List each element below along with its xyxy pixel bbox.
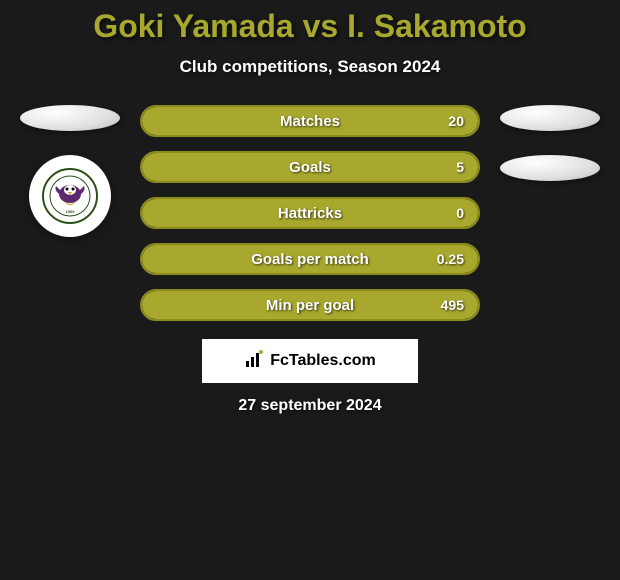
player-pill-left: [20, 105, 120, 131]
footer-date: 27 september 2024: [0, 397, 620, 415]
comparison-infographic: Goki Yamada vs I. Sakamoto Club competit…: [0, 0, 620, 415]
stat-bars: Matches 20 Goals 5 Hattricks 0 Goals per…: [140, 105, 480, 321]
stat-bar-matches: Matches 20: [140, 105, 480, 137]
stat-value: 20: [448, 113, 464, 129]
stats-area: 1969 Matches 20 Goals 5 Hattricks 0: [0, 105, 620, 321]
stat-bar-hattricks: Hattricks 0: [140, 197, 480, 229]
stat-label: Matches: [280, 113, 340, 130]
stat-label: Hattricks: [278, 205, 342, 222]
chart-bars-icon: [244, 349, 264, 374]
stat-bar-min-per-goal: Min per goal 495: [140, 289, 480, 321]
stat-value: 5: [456, 159, 464, 175]
stat-value: 495: [441, 297, 464, 313]
svg-text:1969: 1969: [66, 209, 76, 214]
brand-text: FcTables.com: [270, 352, 376, 370]
stat-bar-goals-per-match: Goals per match 0.25: [140, 243, 480, 275]
stat-value: 0.25: [437, 251, 464, 267]
stat-label: Goals per match: [251, 251, 369, 268]
left-player-col: 1969: [20, 105, 120, 237]
subtitle: Club competitions, Season 2024: [0, 57, 620, 77]
stat-value: 0: [456, 205, 464, 221]
stat-bar-goals: Goals 5: [140, 151, 480, 183]
right-player-col: [500, 105, 600, 181]
brand-box: FcTables.com: [202, 339, 418, 383]
team-badge-left: 1969: [29, 155, 111, 237]
stat-label: Min per goal: [266, 297, 354, 314]
page-title: Goki Yamada vs I. Sakamoto: [0, 8, 620, 45]
player-pill-right-2: [500, 155, 600, 181]
stat-label: Goals: [289, 159, 331, 176]
team-badge-icon: 1969: [42, 168, 98, 224]
player-pill-right-1: [500, 105, 600, 131]
